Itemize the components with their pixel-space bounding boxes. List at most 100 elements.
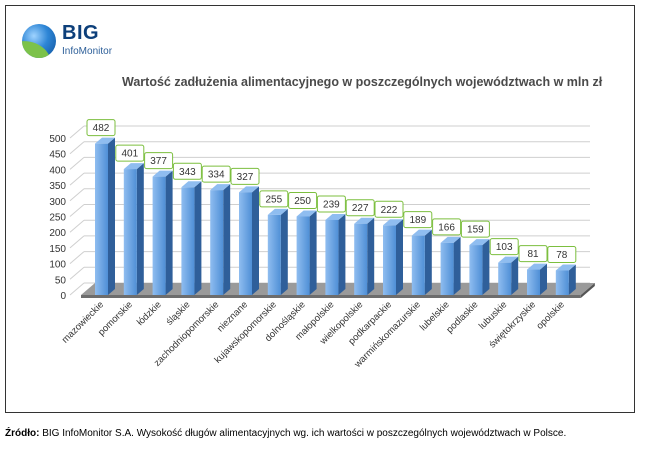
bar-side <box>108 137 115 295</box>
data-label-box <box>374 200 404 218</box>
logo-name: BIG <box>62 22 100 44</box>
data-label: 250 <box>294 196 311 207</box>
chart-title: Wartość zadłużenia alimentacyjnego w pos… <box>122 75 603 89</box>
x-tick-label: łódzkie <box>135 299 164 328</box>
bar <box>239 186 259 295</box>
bar <box>354 217 375 295</box>
bar-top <box>152 170 173 177</box>
bar-side <box>540 263 547 295</box>
bar-front <box>181 187 195 295</box>
bar-top <box>123 163 144 170</box>
bar-side <box>568 264 576 295</box>
bar <box>181 181 202 295</box>
bar-front <box>527 269 540 295</box>
x-tick-label: podlaskie <box>444 299 480 335</box>
bar-front <box>267 214 281 295</box>
data-label-box <box>259 190 289 208</box>
data-label-box <box>403 211 433 229</box>
bar-front <box>469 245 483 295</box>
y-tick-label: 350 <box>49 181 66 192</box>
y-tick-label: 400 <box>49 165 66 176</box>
data-label: 78 <box>556 250 568 261</box>
data-label-box <box>230 167 260 185</box>
data-label: 327 <box>237 172 254 183</box>
bar-front <box>354 223 368 295</box>
chart-floor-front <box>81 295 581 298</box>
bar-top <box>440 236 461 243</box>
data-label-box <box>345 199 375 217</box>
source-note: Źródło: BIG InfoMonitor S.A. Wysokość dł… <box>5 428 566 439</box>
data-label: 377 <box>150 156 167 167</box>
bar <box>469 239 490 295</box>
bar-side <box>223 184 231 295</box>
bar-top <box>239 186 259 193</box>
data-label-box <box>115 144 145 162</box>
bar-front <box>383 225 396 295</box>
bar-top <box>354 217 375 224</box>
bar-front <box>210 190 224 295</box>
data-label-box <box>518 245 548 263</box>
x-tick-label: opolskie <box>534 299 566 331</box>
y-tick-label: 200 <box>49 228 66 239</box>
logo-globe-icon <box>22 24 56 58</box>
bar-side <box>165 170 173 295</box>
data-label: 334 <box>208 170 225 181</box>
data-label-box <box>288 192 318 209</box>
source-text: BIG InfoMonitor S.A. Wysokość długów ali… <box>39 428 567 439</box>
bar-front <box>152 176 166 295</box>
gridline-slant <box>69 172 85 186</box>
data-label-box <box>432 218 462 236</box>
gridline-slant <box>69 235 85 249</box>
data-label: 159 <box>467 225 484 236</box>
bar-side <box>280 208 288 295</box>
bar <box>383 219 403 295</box>
gridline-slant <box>69 251 85 264</box>
gridline-slant <box>69 157 85 170</box>
y-tick-label: 0 <box>60 291 66 302</box>
bar-top <box>527 263 547 270</box>
bar-front <box>95 143 108 295</box>
y-tick-label: 50 <box>55 275 67 286</box>
chart-floor-side <box>580 283 595 298</box>
bar-side <box>453 236 461 295</box>
bar <box>527 263 547 295</box>
data-label-box <box>316 195 346 213</box>
data-label-box <box>489 238 519 256</box>
bar <box>498 256 519 295</box>
bar-front <box>325 219 339 295</box>
data-label-box <box>547 246 577 264</box>
bar-top <box>411 229 432 236</box>
y-tick-label: 100 <box>49 260 66 271</box>
gridline-slant <box>69 282 85 296</box>
bar-top <box>383 219 403 226</box>
big-infomonitor-logo: BIG InfoMonitor <box>22 22 142 66</box>
gridline-slant <box>69 219 85 233</box>
bar-top <box>325 213 346 220</box>
bar-front <box>296 216 310 295</box>
bar-side <box>194 181 202 295</box>
y-tick-label: 150 <box>49 244 66 255</box>
data-label: 482 <box>93 123 110 134</box>
bar-top <box>267 208 288 215</box>
bar <box>296 210 317 295</box>
data-label-box <box>201 165 231 183</box>
bar-top <box>181 181 202 188</box>
bar-side <box>136 163 144 295</box>
bar-side <box>252 186 259 295</box>
bar <box>325 213 346 295</box>
data-label: 227 <box>352 203 369 214</box>
bar-front <box>498 262 512 295</box>
data-label-box <box>86 119 116 137</box>
bar-side <box>338 213 346 295</box>
bar <box>555 264 576 295</box>
y-tick-label: 300 <box>49 197 66 208</box>
bar-top <box>95 137 115 144</box>
bar-top <box>555 264 576 271</box>
bar <box>411 229 432 295</box>
data-label: 166 <box>438 222 455 233</box>
y-tick-label: 250 <box>49 213 66 224</box>
gridline-slant <box>69 204 85 217</box>
source-label: Źródło: <box>5 428 40 439</box>
bar-side <box>309 210 317 295</box>
gridline-slant <box>69 188 85 202</box>
